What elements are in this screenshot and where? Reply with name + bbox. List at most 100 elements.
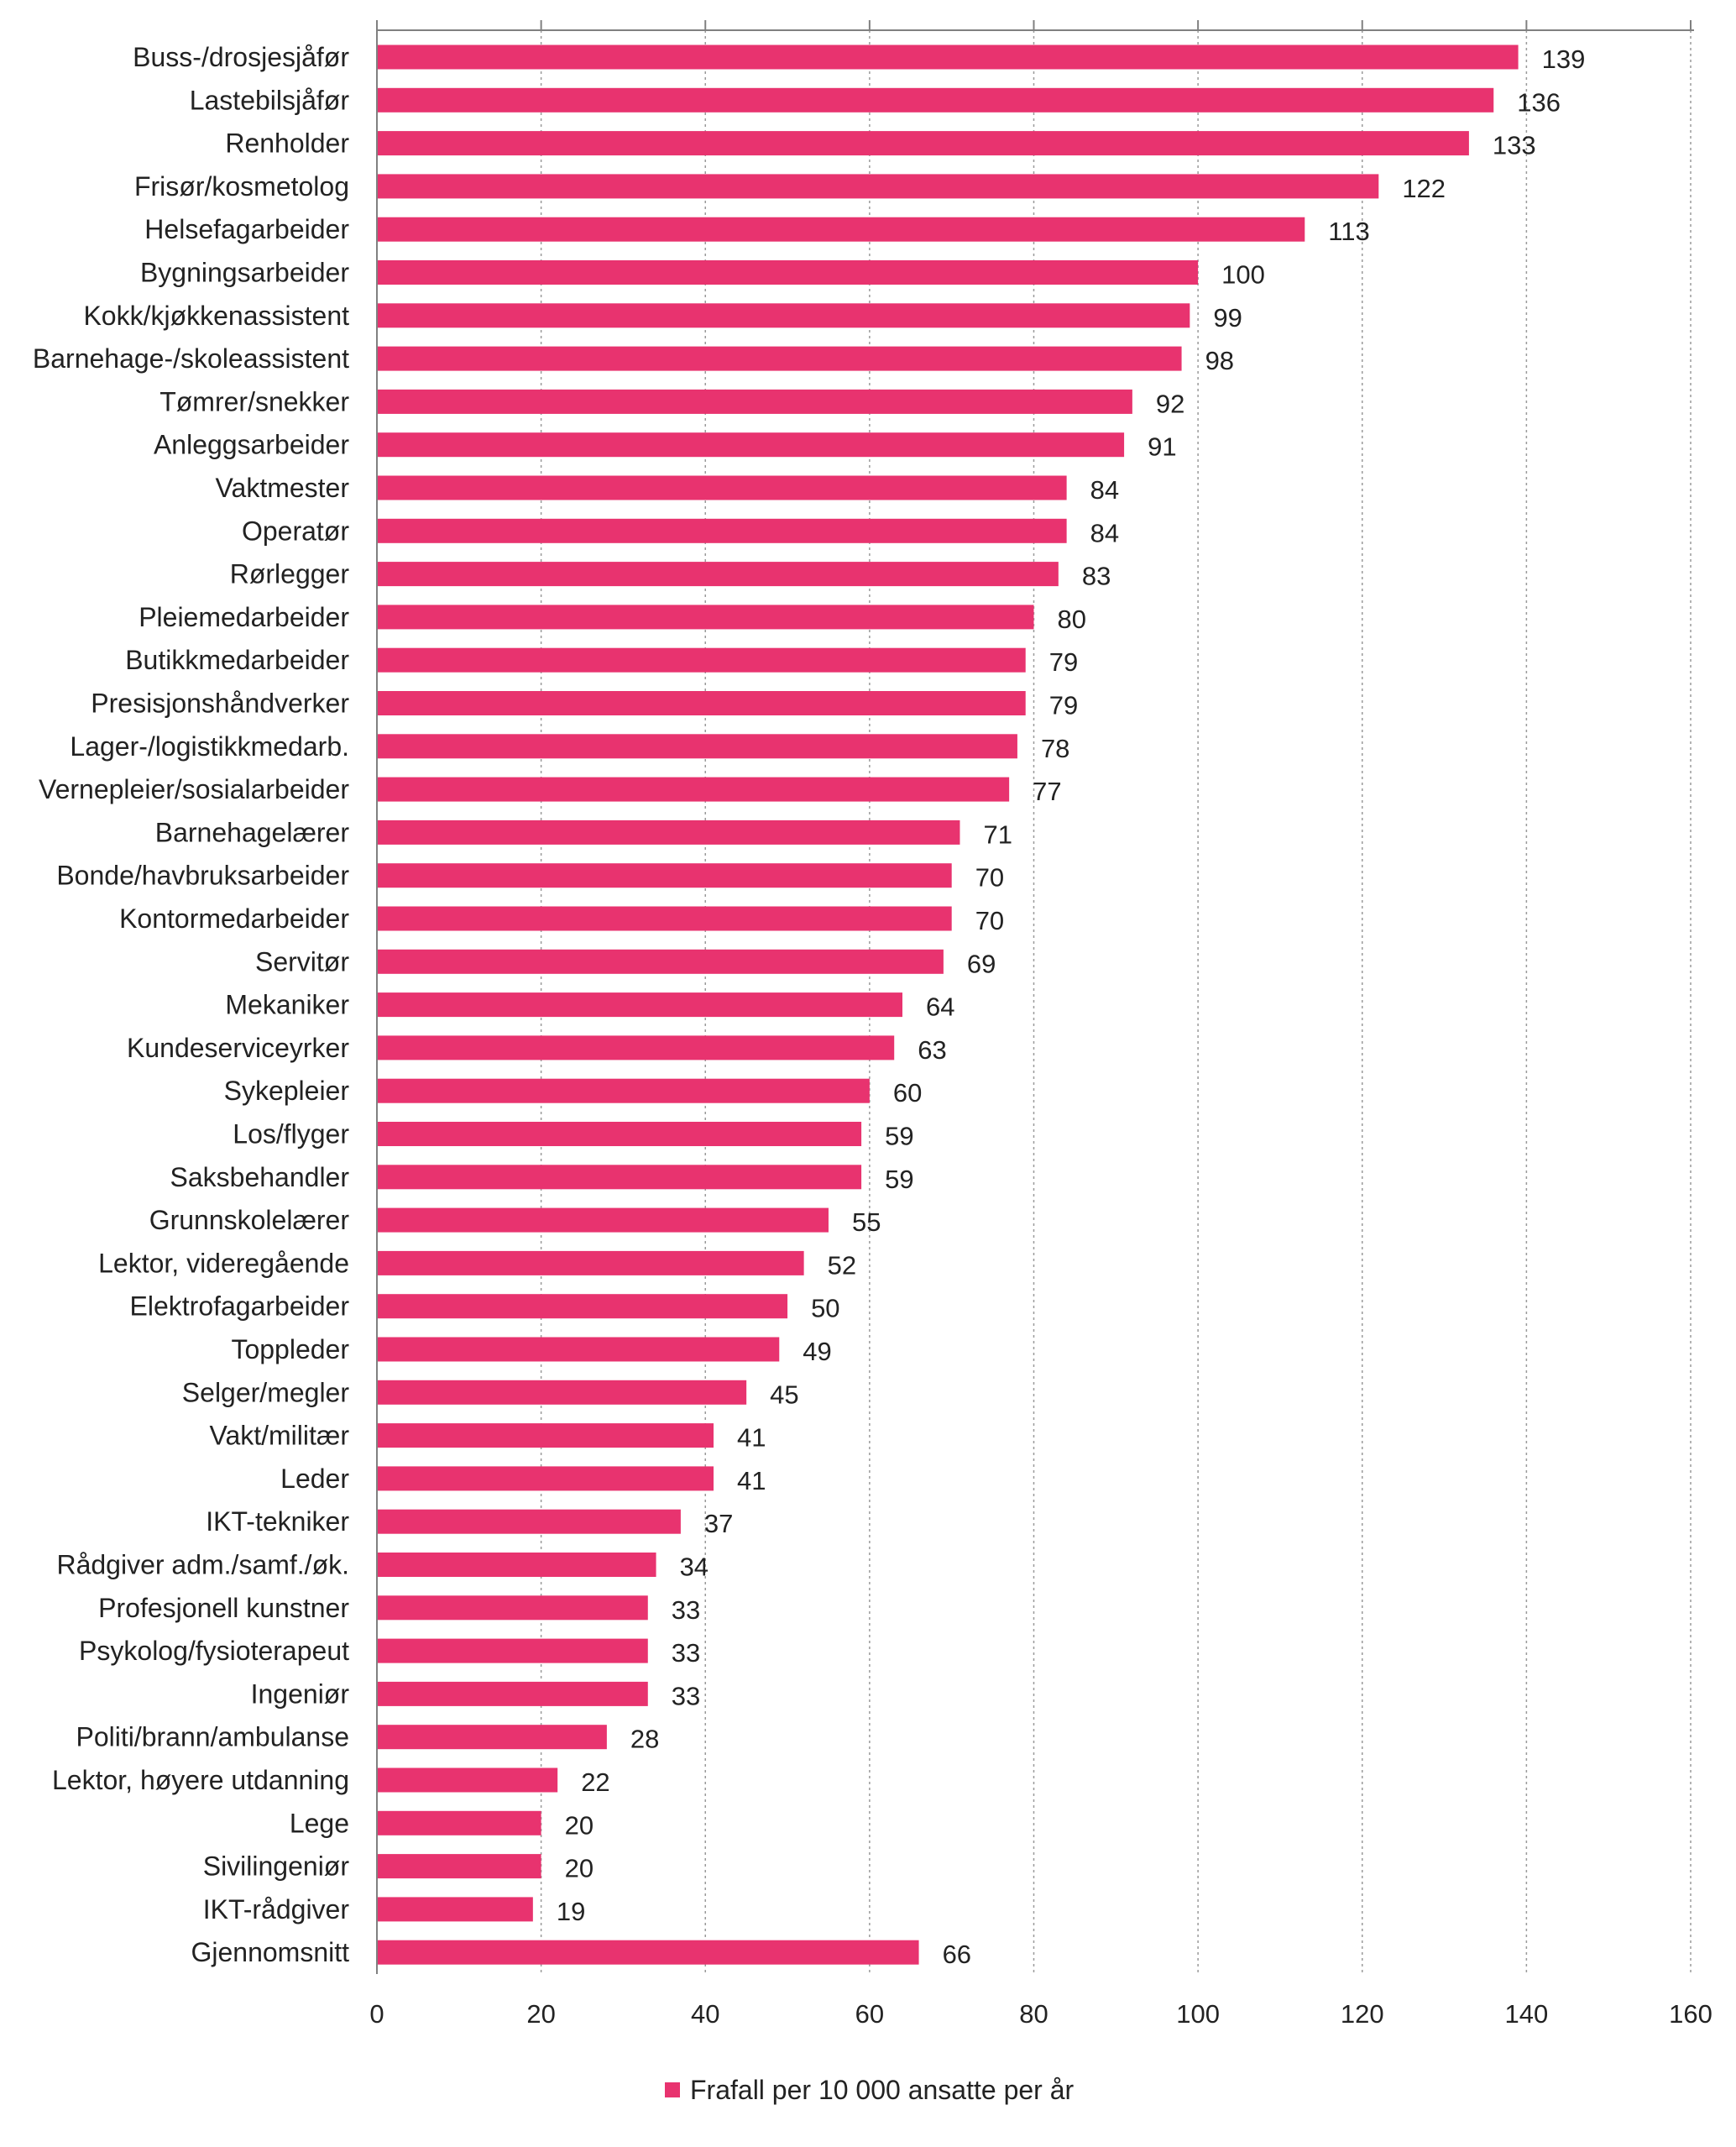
category-label: Psykolog/fysioterapeut	[79, 1636, 349, 1666]
category-label: Ingeniør	[251, 1678, 350, 1709]
category-label: Saksbehandler	[170, 1162, 350, 1192]
bar	[377, 1725, 607, 1750]
category-label: Bygningsarbeider	[140, 258, 349, 288]
category-label: Lager-/logistikkmedarb.	[70, 731, 349, 762]
value-label: 45	[770, 1380, 798, 1409]
category-label: Grunnskolelærer	[149, 1205, 350, 1235]
bar	[377, 647, 1026, 673]
bar	[377, 1595, 648, 1621]
category-label: Los/flyger	[233, 1119, 349, 1149]
category-label: Sykepleier	[224, 1076, 350, 1106]
category-label: Butikkmedarbeider	[125, 645, 349, 675]
category-label: Sivilingeniør	[203, 1851, 350, 1882]
category-label: Tømrer/snekker	[159, 386, 349, 416]
category-label: Helsefagarbeider	[144, 214, 349, 244]
legend: Frafall per 10 000 ansatte per år	[665, 2075, 1075, 2105]
x-tick-label: 0	[369, 1999, 384, 2029]
bar	[377, 1165, 862, 1190]
x-tick-labels: 0 20 40 60 80 100 120 140 160	[369, 1999, 1712, 2029]
value-label: 50	[811, 1294, 839, 1323]
value-label: 34	[680, 1553, 709, 1582]
bar	[377, 562, 1059, 587]
category-label: Frisør/kosmetolog	[134, 171, 349, 202]
bar	[377, 1380, 747, 1405]
category-label: Operatør	[242, 516, 349, 546]
x-tick-label: 100	[1176, 1999, 1220, 2029]
bar	[377, 1294, 788, 1319]
x-tick-label: 120	[1341, 1999, 1384, 2029]
value-label: 28	[630, 1725, 659, 1754]
category-label: Kokk/kjøkkenassistent	[83, 301, 349, 331]
category-label: Lektor, videregående	[98, 1248, 349, 1278]
value-label: 113	[1328, 217, 1369, 246]
value-label: 71	[983, 820, 1012, 849]
category-label: Pleiemedarbeider	[139, 602, 349, 632]
value-label: 79	[1049, 691, 1078, 720]
value-label: 136	[1517, 87, 1561, 117]
category-label: Mekaniker	[225, 990, 349, 1020]
category-label: IKT-tekniker	[206, 1506, 349, 1537]
value-label: 41	[737, 1466, 766, 1495]
x-tick-label: 140	[1505, 1999, 1549, 2029]
value-label: 19	[557, 1897, 585, 1926]
value-label: 139	[1542, 45, 1586, 74]
category-label: Gjennomsnitt	[191, 1937, 349, 1967]
value-label: 60	[893, 1078, 922, 1108]
value-label: 37	[704, 1509, 733, 1538]
category-label: Selger/megler	[182, 1377, 350, 1407]
bar	[377, 906, 952, 931]
category-label: IKT-rådgiver	[203, 1894, 350, 1924]
bar	[377, 346, 1182, 371]
bar	[377, 1553, 656, 1577]
category-label: Lege	[290, 1808, 349, 1838]
value-label: 99	[1213, 303, 1242, 333]
bar	[377, 1767, 558, 1793]
x-tick-label: 60	[855, 1999, 884, 2029]
category-label: Toppleder	[231, 1334, 349, 1364]
value-label: 33	[672, 1595, 700, 1625]
category-label: Presisjonshåndverker	[91, 689, 349, 719]
bar	[377, 777, 1010, 802]
value-label: 59	[885, 1165, 913, 1194]
legend-label: Frafall per 10 000 ansatte per år	[690, 2075, 1075, 2105]
bar	[377, 1897, 533, 1922]
value-label: 84	[1090, 518, 1119, 547]
category-label: Lastebilsjåfør	[190, 85, 350, 115]
value-label: 83	[1082, 562, 1111, 591]
value-label: 69	[967, 949, 996, 978]
bar	[377, 131, 1469, 156]
category-label: Bonde/havbruksarbeider	[56, 861, 349, 891]
category-label: Elektrofagarbeider	[130, 1291, 350, 1322]
bar	[377, 734, 1017, 759]
value-label: 70	[975, 863, 1004, 893]
bar	[377, 1854, 541, 1879]
x-tick-label: 40	[691, 1999, 719, 2029]
bar	[377, 1509, 681, 1534]
axes	[376, 20, 1694, 1974]
bar	[377, 863, 952, 888]
value-label: 133	[1493, 131, 1536, 160]
category-label: Lektor, høyere utdanning	[52, 1765, 349, 1795]
x-tick-label: 20	[526, 1999, 555, 2029]
bar	[377, 1207, 829, 1233]
bar	[377, 1035, 895, 1060]
category-label: Vaktmester	[216, 473, 350, 503]
category-label: Vakt/militær	[209, 1421, 349, 1451]
category-label: Kontormedarbeider	[119, 903, 349, 934]
category-label: Rådgiver adm./samf./øk.	[56, 1550, 349, 1580]
value-label: 59	[885, 1122, 913, 1151]
bar	[377, 820, 960, 845]
bars-group	[377, 45, 1519, 1965]
x-tick-label: 160	[1669, 1999, 1712, 2029]
value-label: 100	[1221, 260, 1265, 290]
bar	[377, 1810, 541, 1835]
bar	[377, 174, 1379, 199]
value-label: 55	[852, 1207, 881, 1237]
bar	[377, 1940, 919, 1965]
category-label: Leder	[280, 1464, 349, 1494]
value-labels: 139 136 133 122 113 100 99 98 92 91 84 84 83 80 79 79 78…	[557, 45, 1585, 1969]
value-label: 66	[943, 1940, 971, 1969]
x-tick-label: 80	[1019, 1999, 1048, 2029]
value-label: 80	[1058, 605, 1086, 634]
